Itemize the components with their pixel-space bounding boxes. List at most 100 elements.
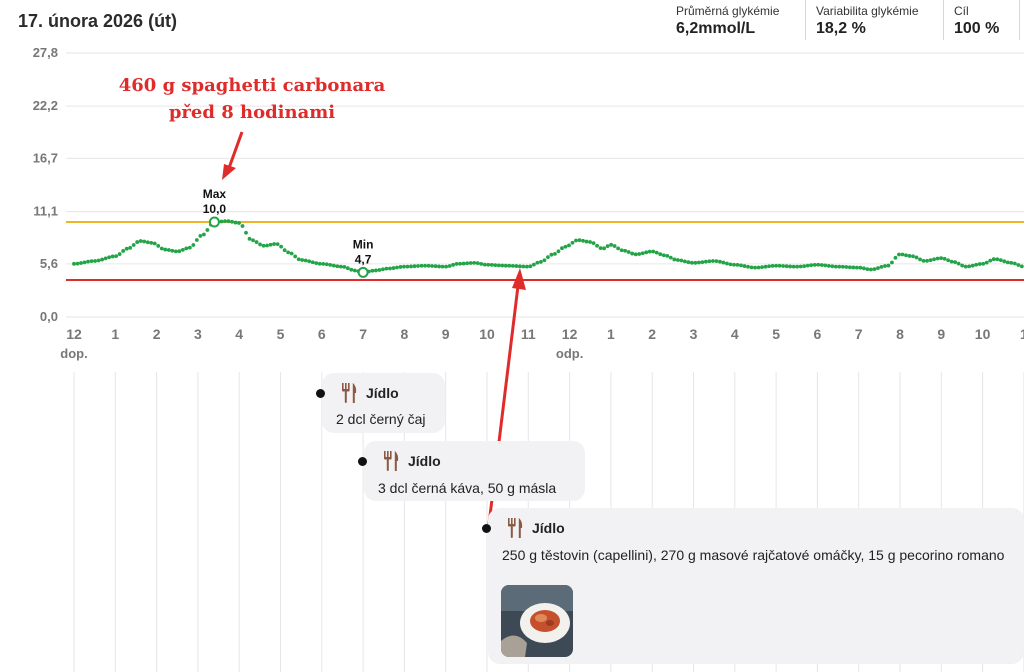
- glucose-point: [946, 258, 951, 263]
- glucose-point: [475, 261, 480, 266]
- glucose-point: [219, 219, 224, 224]
- glucose-point: [925, 258, 929, 263]
- glucose-point: [693, 260, 698, 265]
- glucose-point: [107, 255, 112, 260]
- glucose-point: [338, 264, 343, 269]
- glucose-point: [335, 264, 340, 269]
- glucose-point: [166, 248, 171, 252]
- glucose-point: [409, 264, 413, 269]
- glucose-point: [661, 253, 666, 258]
- glucose-point: [774, 263, 778, 268]
- annotation-line-1: 460 g spaghetti carbonara: [119, 75, 386, 96]
- glucose-point: [626, 250, 631, 254]
- glucose-point: [981, 261, 986, 266]
- glucose-point: [187, 245, 192, 250]
- glucose-point: [833, 264, 838, 269]
- stats-bar: Průměrná glykémie 6,2mmol/L Variabilita …: [668, 0, 1024, 40]
- glucose-point: [1005, 260, 1010, 265]
- glucose-point: [546, 255, 550, 260]
- glucose-point: [995, 257, 1000, 262]
- glucose-point: [633, 252, 638, 257]
- glucose-point: [858, 265, 863, 270]
- timeline-dot: [482, 524, 491, 533]
- glucose-point: [907, 254, 912, 258]
- x-tick-label: 7: [855, 326, 863, 342]
- glucose-point: [156, 244, 161, 248]
- glucose-point: [735, 263, 740, 267]
- glucose-point: [791, 264, 796, 269]
- glucose-point: [381, 267, 385, 272]
- glucose-point: [230, 219, 234, 224]
- glucose-point: [819, 263, 824, 267]
- x-tick-label: 11: [521, 326, 536, 342]
- meal-card[interactable]: Jídlo 3 dcl černá káva, 50 g másla: [358, 441, 585, 501]
- meal-photo[interactable]: [501, 585, 573, 657]
- glucose-point: [331, 263, 336, 268]
- glucose-point: [402, 264, 406, 269]
- meal-photo-image: [501, 585, 573, 657]
- glucose-point: [388, 266, 392, 271]
- extreme-marker: [208, 216, 220, 228]
- glucose-point: [707, 259, 712, 264]
- glucose-point: [321, 261, 326, 266]
- glucose-point: [345, 266, 350, 271]
- glucose-point: [493, 263, 498, 268]
- meal-card[interactable]: Jídlo 250 g těstovin (capellini), 270 g …: [482, 508, 1024, 664]
- glucose-point: [588, 240, 592, 244]
- glucose-point: [324, 262, 329, 267]
- glucose-point: [240, 224, 245, 228]
- x-tick-label: 9: [442, 326, 450, 342]
- glucose-point: [911, 254, 915, 259]
- stat-label: Variabilita glykémie: [816, 4, 919, 18]
- glucose-point: [454, 262, 459, 266]
- glucose-point: [570, 240, 575, 245]
- glucose-point: [423, 263, 427, 268]
- glucose-point: [542, 258, 547, 263]
- glucose-point: [191, 243, 196, 247]
- extreme-value: 4,7: [355, 252, 372, 266]
- glucose-point: [314, 261, 319, 266]
- glucose-point: [700, 260, 705, 265]
- y-axis: 27,8 22,2 16,7 11,1 5,6 0,0: [33, 45, 58, 324]
- glucose-point: [349, 267, 354, 272]
- glucose-point: [268, 242, 273, 247]
- glucose-point: [784, 264, 789, 269]
- timeline-dot: [316, 389, 325, 398]
- stat-glucose-variability: Variabilita glykémie 18,2 %: [808, 0, 944, 40]
- glucose-point: [465, 261, 470, 266]
- fork-knife-icon: [384, 451, 399, 471]
- glucose-point: [279, 244, 284, 249]
- glucose-point: [689, 260, 694, 265]
- glucose-point: [668, 255, 673, 260]
- glucose-point: [395, 265, 399, 270]
- glucose-point: [872, 267, 877, 272]
- glucose-point: [605, 244, 610, 249]
- meal-card[interactable]: Jídlo 2 dcl černý čaj: [316, 373, 445, 433]
- glucose-point: [854, 265, 859, 270]
- glucose-point: [510, 263, 515, 268]
- glucose-point: [524, 264, 529, 269]
- glucose-point: [131, 243, 136, 247]
- glucose-point: [535, 260, 540, 265]
- glucose-point: [468, 261, 473, 265]
- x-tick-label: 7: [359, 326, 367, 342]
- meal-title: Jídlo: [408, 453, 441, 469]
- glucose-point: [658, 252, 663, 257]
- glucose-point: [591, 241, 596, 246]
- glucose-point: [630, 251, 635, 256]
- glucose-point: [767, 264, 771, 269]
- glucose-point: [194, 238, 199, 242]
- glucose-point: [753, 265, 757, 270]
- stat-label: Průměrná glykémie: [676, 4, 780, 18]
- glucose-point: [696, 260, 701, 265]
- glucose-point: [675, 258, 680, 262]
- annotation-line-2: před 8 hodinami: [169, 102, 335, 123]
- extreme-value: 10,0: [203, 202, 227, 216]
- glucose-point: [198, 234, 203, 238]
- glucose-point: [517, 264, 522, 269]
- glucose-point: [682, 259, 687, 264]
- glucose-point: [370, 268, 375, 273]
- glucose-point: [918, 257, 922, 262]
- glucose-point: [679, 258, 684, 263]
- x-tick-label: 1: [111, 326, 119, 342]
